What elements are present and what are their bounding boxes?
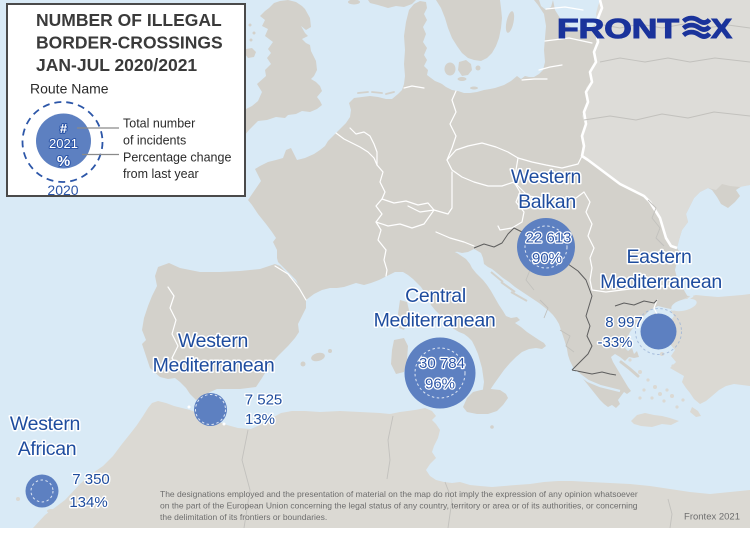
svg-text:96%: 96% [425,376,455,393]
svg-text:African: African [18,438,77,460]
svg-text:on the part of the European Un: on the part of the European Union concer… [160,501,638,511]
svg-text:Mediterranean: Mediterranean [374,310,496,332]
svg-text:Balkan: Balkan [518,191,576,213]
svg-text:BORDER-CROSSINGS: BORDER-CROSSINGS [36,33,223,53]
svg-text:JAN-JUL 2020/2021: JAN-JUL 2020/2021 [36,55,197,75]
svg-text:the delimitation of its fronti: the delimitation of its frontiers or bou… [160,512,327,522]
svg-text:The designations employed and: The designations employed and the presen… [160,489,638,499]
svg-text:30 784: 30 784 [419,355,465,372]
svg-text:Eastern: Eastern [626,246,691,268]
svg-text:Western: Western [178,330,248,352]
svg-text:FRONT: FRONT [557,13,679,44]
svg-text:Total number: Total number [123,117,195,131]
svg-text:134%: 134% [69,494,107,511]
svg-text:Western: Western [511,166,581,188]
svg-text:Frontex 2021: Frontex 2021 [684,512,740,523]
svg-text:-33%: -33% [597,334,632,351]
svg-text:13%: 13% [245,411,275,428]
svg-text:Mediterranean: Mediterranean [153,355,275,377]
svg-text:2021: 2021 [49,136,78,151]
svg-text:90%: 90% [532,250,562,267]
svg-text:Western: Western [10,413,80,435]
svg-text:of incidents: of incidents [123,134,186,148]
svg-text:%: % [57,153,70,170]
svg-text:8 997: 8 997 [605,314,643,331]
svg-text:from last year: from last year [123,167,199,181]
svg-text:7 525: 7 525 [245,392,283,409]
svg-text:NUMBER OF ILLEGAL: NUMBER OF ILLEGAL [36,10,222,30]
svg-text:Route Name: Route Name [30,81,109,97]
svg-text:Mediterranean: Mediterranean [600,271,722,293]
svg-text:22 613: 22 613 [526,230,572,247]
svg-text:Percentage change: Percentage change [123,151,231,165]
svg-text:#: # [60,121,68,136]
svg-text:2020: 2020 [47,182,78,198]
svg-text:X: X [711,13,732,44]
svg-text:7 350: 7 350 [72,471,110,488]
svg-text:Central: Central [405,285,466,307]
